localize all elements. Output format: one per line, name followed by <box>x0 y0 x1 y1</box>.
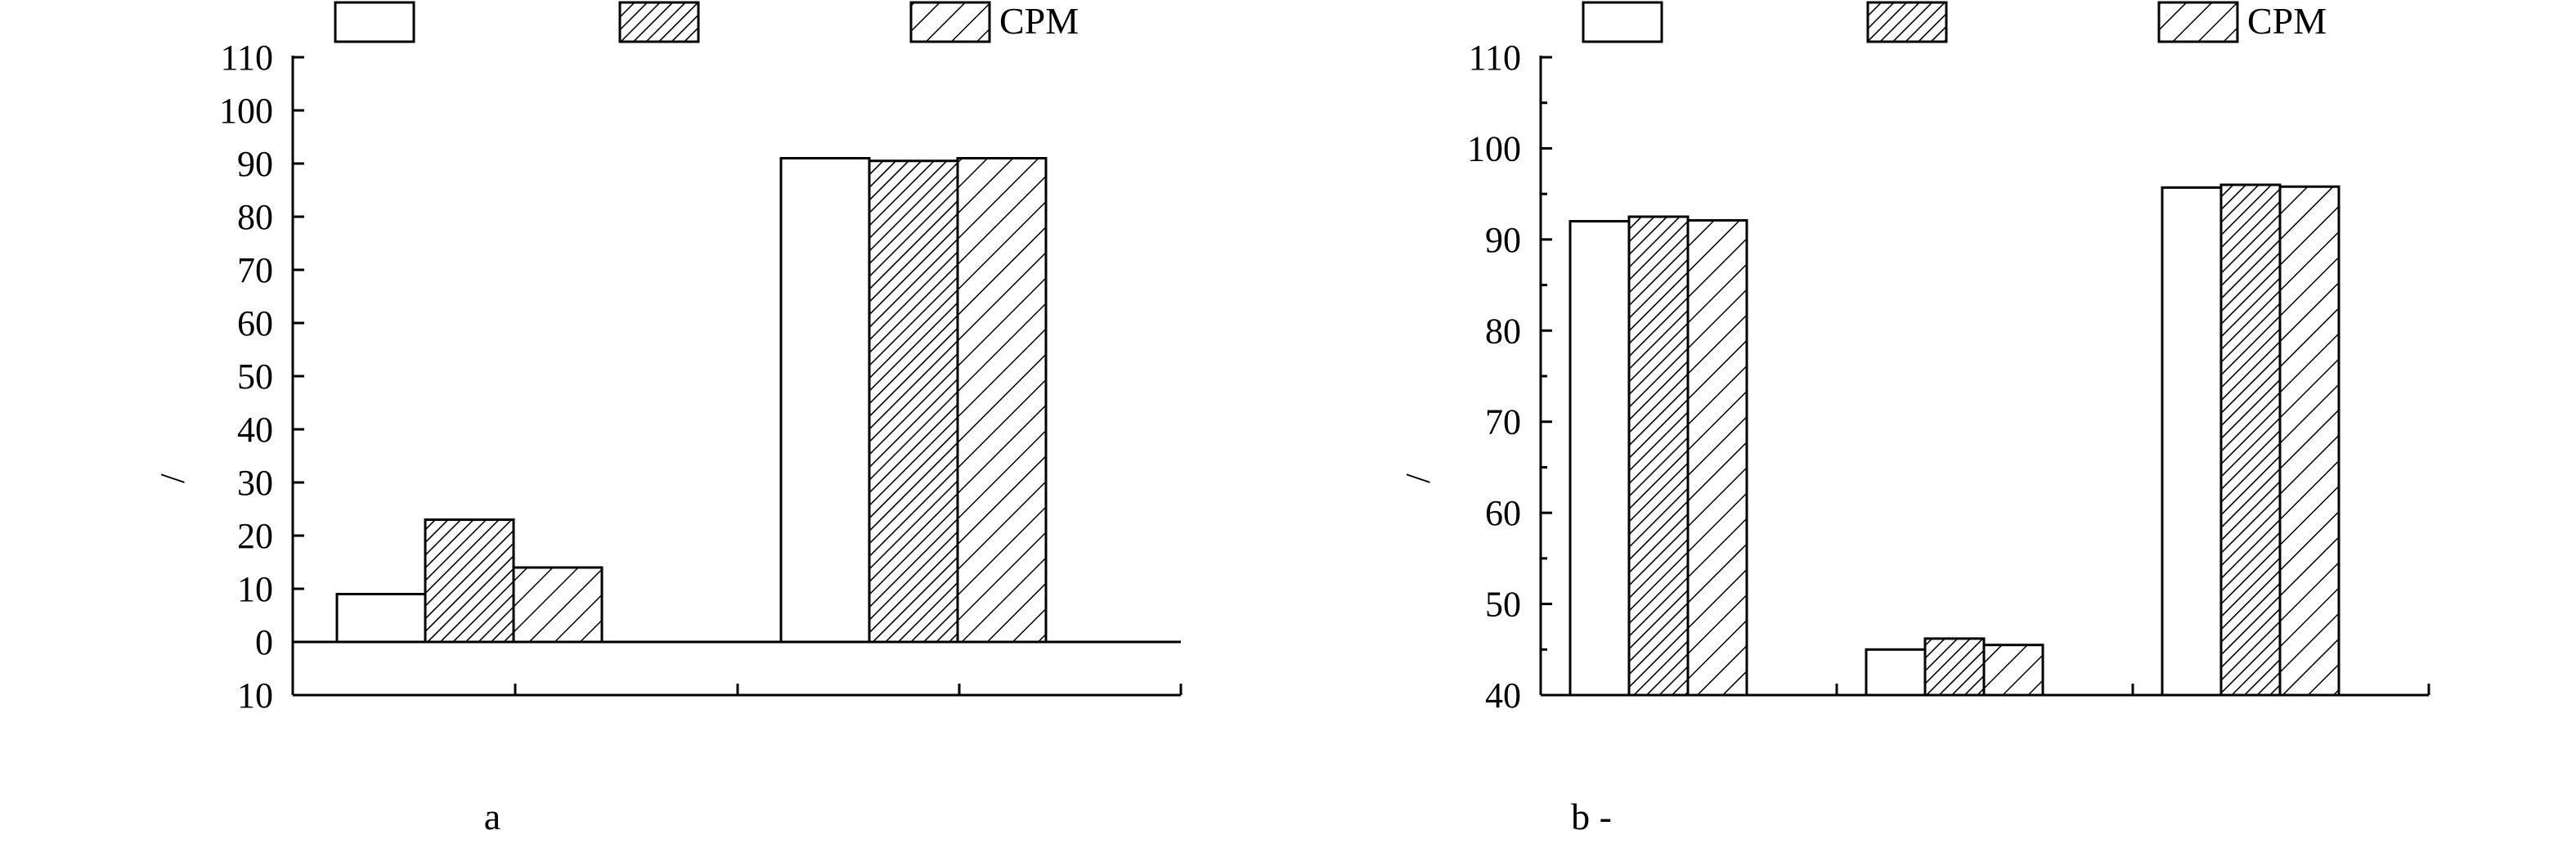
legend-swatch-series-3 <box>2157 1 2239 43</box>
legend-swatch-series-2 <box>618 1 700 43</box>
legend: CPM <box>1582 0 2327 43</box>
bar-series-2-cat-2 <box>868 159 959 644</box>
y-tick-label: 80 <box>1485 311 1521 351</box>
y-tick-label: 90 <box>1485 220 1521 260</box>
bar-series-1-cat-2 <box>779 157 871 644</box>
legend-swatch-series-1 <box>334 1 415 43</box>
y-tick-label: 0 <box>255 622 273 662</box>
y-tick-label: 50 <box>1485 585 1521 625</box>
y-tick-label: 110 <box>221 38 273 78</box>
legend-swatch-series-1 <box>1582 1 1663 43</box>
bar-series-2-cat-3 <box>2219 183 2282 697</box>
legend-label-series-3: CPM <box>2247 0 2327 42</box>
y-tick-label: 10 <box>237 569 273 609</box>
bar-series-1-cat-3 <box>2161 186 2223 697</box>
x-axis-ticks <box>1835 684 2430 695</box>
y-tick-label: 60 <box>237 303 273 343</box>
y-tick-label: 60 <box>1485 493 1521 533</box>
bar-series-2-cat-2 <box>1923 637 1986 697</box>
bars <box>1568 183 2340 697</box>
chart-panel-b: CPM / 40 50 60 70 80 90 100 110 b - <box>1400 0 2430 837</box>
legend-swatch-series-2 <box>1866 1 1948 43</box>
panel-label-b: b - <box>1571 796 1612 837</box>
bar-series-1-cat-1 <box>335 593 427 644</box>
bar-series-3-cat-2 <box>956 157 1048 644</box>
bar-series-2-cat-1 <box>1627 215 1690 697</box>
y-tick-label: 30 <box>237 463 273 503</box>
y-tick-label: 90 <box>237 144 273 184</box>
y-axis-label: / <box>155 473 192 483</box>
y-tick-label: 100 <box>219 91 273 131</box>
y-tick-label: 40 <box>237 410 273 450</box>
x-axis-ticks <box>514 684 1183 695</box>
bar-series-3-cat-2 <box>1982 644 2044 697</box>
y-tick-label: 70 <box>237 250 273 290</box>
y-axis-label: / <box>1400 473 1438 483</box>
bar-series-3-cat-1 <box>512 566 604 644</box>
y-tick-label: 20 <box>237 516 273 556</box>
bar-series-1-cat-1 <box>1568 220 1631 697</box>
y-axis-ticks: 40 50 60 70 80 90 100 110 <box>1467 38 1552 716</box>
y-tick-label: 100 <box>1467 128 1521 168</box>
legend-swatch-series-3 <box>909 1 991 43</box>
bar-series-3-cat-3 <box>2278 185 2340 697</box>
y-tick-label: 80 <box>237 197 273 237</box>
panel-label-a: a <box>484 796 500 837</box>
bar-series-1-cat-2 <box>1865 648 1927 697</box>
y-tick-label: 50 <box>237 357 273 397</box>
legend-label-series-3: CPM <box>999 0 1079 42</box>
y-tick-label: 10 <box>237 675 273 716</box>
y-tick-label: 40 <box>1485 675 1521 716</box>
y-tick-label: 70 <box>1485 402 1521 442</box>
bar-series-2-cat-1 <box>424 518 515 644</box>
bar-series-3-cat-1 <box>1686 218 1748 697</box>
y-tick-label: 110 <box>1469 38 1521 78</box>
legend: CPM <box>334 0 1079 43</box>
bars <box>335 157 1048 644</box>
